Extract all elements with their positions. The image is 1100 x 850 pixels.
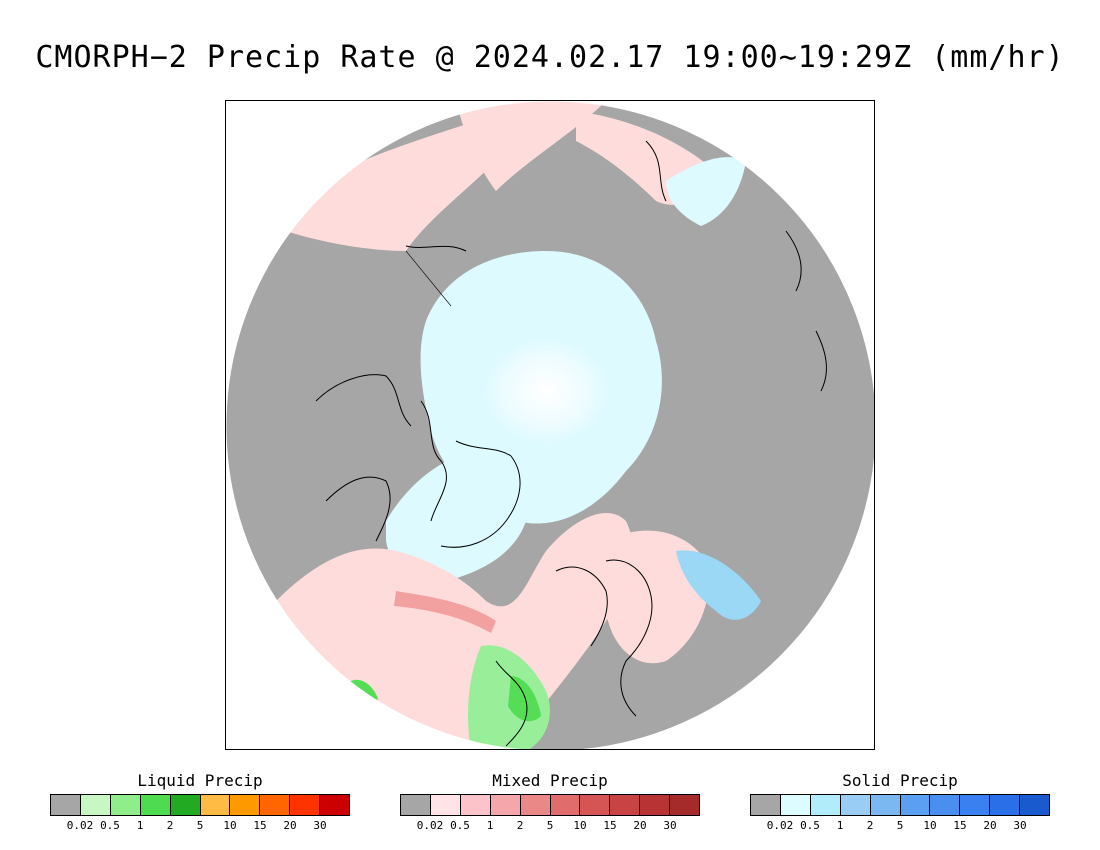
legend-swatch	[610, 795, 641, 815]
legend-swatch	[840, 795, 871, 815]
legend-tick-label: 0.5	[800, 819, 820, 832]
legend-tick-label: 15	[253, 819, 267, 832]
legend-tick-label: 20	[633, 819, 647, 832]
legend-swatch	[110, 795, 141, 815]
legend-tick-label: 10	[923, 819, 937, 832]
legend-swatch	[51, 795, 81, 815]
legend-swatch	[230, 795, 261, 815]
legend-tick-label: 5	[196, 819, 204, 832]
legend-swatches	[750, 794, 1050, 816]
legend-swatch	[1020, 795, 1050, 815]
legend-swatch	[200, 795, 231, 815]
legend-swatch	[460, 795, 491, 815]
polar-globe-icon	[226, 101, 874, 749]
legend-swatch	[430, 795, 461, 815]
legend-swatch	[870, 795, 901, 815]
mixed-precip-bering	[456, 101, 606, 191]
legend-title: Solid Precip	[842, 771, 958, 790]
legend-tick-label: 0.02	[416, 819, 444, 832]
legend-tick-label: 15	[603, 819, 617, 832]
legend-swatch	[520, 795, 551, 815]
legend-swatch	[960, 795, 991, 815]
legend-tick-label: 1	[136, 819, 144, 832]
legend-swatches	[400, 794, 700, 816]
legend-swatch	[140, 795, 171, 815]
legend-swatch	[401, 795, 431, 815]
legend-ticks: 0.02 0.5 1 2 5 10 15 20 30	[750, 816, 1050, 832]
legend-tick-label: 1	[486, 819, 494, 832]
mixed-precip-pacific	[286, 121, 496, 251]
legend-tick-label: 1	[836, 819, 844, 832]
legend-swatch	[810, 795, 841, 815]
solid-precip-siberia-east	[666, 157, 746, 226]
legend-swatch	[490, 795, 521, 815]
legend-tick-label: 2	[516, 819, 524, 832]
legend-tick-label: 0.5	[100, 819, 120, 832]
legend-tick-label: 2	[166, 819, 174, 832]
legend-tick-label: 0.5	[450, 819, 470, 832]
legend-tick-label: 5	[546, 819, 554, 832]
legend-tick-label: 20	[283, 819, 297, 832]
legend-tick-label: 30	[1013, 819, 1027, 832]
legend-title: Liquid Precip	[137, 771, 263, 790]
liquid-precip-uk-core	[508, 676, 541, 722]
globe-disk	[226, 101, 874, 749]
legend-mixed-precip: Mixed Precip 0.02 0.5 1 2 5 10 15 20 30	[400, 772, 700, 832]
legend-swatch	[640, 795, 671, 815]
legend-tick-label: 10	[573, 819, 587, 832]
legend-swatch	[670, 795, 700, 815]
solid-precip-greenland	[386, 446, 530, 582]
legend-tick-label: 20	[983, 819, 997, 832]
legend-swatch	[990, 795, 1021, 815]
legend-title: Mixed Precip	[492, 771, 608, 790]
legend-swatch	[80, 795, 111, 815]
legend-swatch	[260, 795, 291, 815]
polar-precip-map	[225, 100, 875, 750]
page-title: CMORPH−2 Precip Rate @ 2024.02.17 19:00∼…	[35, 40, 1065, 75]
coastlines	[315, 140, 827, 747]
legend-tick-label: 2	[866, 819, 874, 832]
legend-tick-label: 30	[313, 819, 327, 832]
legend-tick-label: 0.02	[66, 819, 94, 832]
legend-liquid-precip: Liquid Precip 0.02 0.5 1 2 5 10 15 20 30	[50, 772, 350, 832]
legend-solid-precip: Solid Precip 0.02 0.5 1 2 5 10 15 20 30	[750, 772, 1050, 832]
mixed-precip-atlantic-band	[394, 591, 496, 633]
solid-precip-scandinavia	[676, 550, 761, 620]
legend-tick-label: 0.02	[766, 819, 794, 832]
legend-tick-label: 5	[896, 819, 904, 832]
legend-tick-label: 30	[663, 819, 677, 832]
legend-swatch	[580, 795, 611, 815]
legend-ticks: 0.02 0.5 1 2 5 10 15 20 30	[400, 816, 700, 832]
legend-swatch	[900, 795, 931, 815]
legend-tick-label: 10	[223, 819, 237, 832]
solid-precip-pole-core	[481, 336, 611, 446]
legend-swatch	[170, 795, 201, 815]
legend-swatch	[320, 795, 350, 815]
legend-swatch	[550, 795, 581, 815]
legend-ticks: 0.02 0.5 1 2 5 10 15 20 30	[50, 816, 350, 832]
legend-swatch	[290, 795, 321, 815]
legend-swatch	[780, 795, 811, 815]
legend-swatch	[751, 795, 781, 815]
legend-tick-label: 15	[953, 819, 967, 832]
legend-swatches	[50, 794, 350, 816]
legend-swatch	[930, 795, 961, 815]
